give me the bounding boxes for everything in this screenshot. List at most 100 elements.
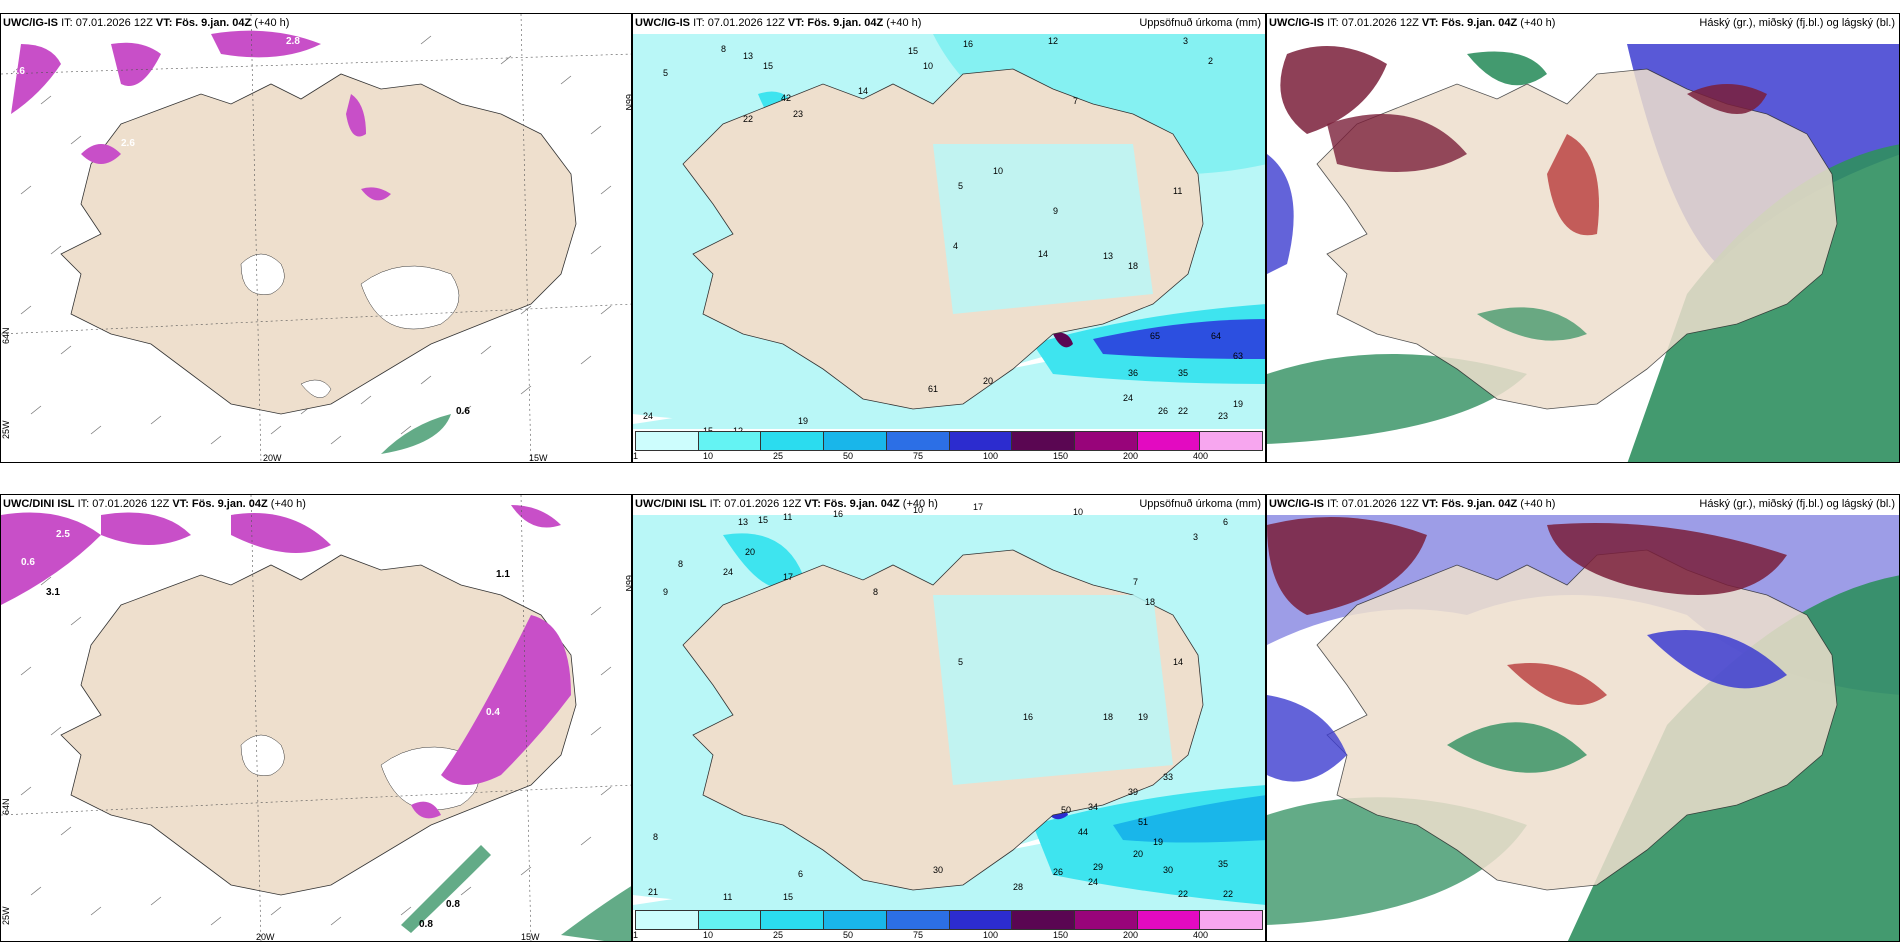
svg-text:23: 23 bbox=[1218, 411, 1228, 421]
lat-label-64n: 64N bbox=[1, 327, 11, 344]
svg-text:14: 14 bbox=[1038, 249, 1048, 259]
svg-text:9: 9 bbox=[663, 587, 668, 597]
svg-text:4: 4 bbox=[953, 241, 958, 251]
colorbar-labels-top: 1 10 25 50 75 100 150 200 400 bbox=[633, 451, 1209, 461]
panel-title: UWC/IG-IS IT: 07.01.2026 12Z VT: Fös. 9.… bbox=[1269, 17, 1556, 29]
svg-text:15: 15 bbox=[783, 892, 793, 902]
svg-text:24: 24 bbox=[1088, 877, 1098, 887]
svg-text:35: 35 bbox=[1178, 368, 1188, 378]
svg-text:3: 3 bbox=[1183, 36, 1188, 46]
svg-text:10: 10 bbox=[923, 61, 933, 71]
svg-text:0.8: 0.8 bbox=[419, 919, 433, 930]
svg-text:30: 30 bbox=[1163, 865, 1173, 875]
svg-text:35: 35 bbox=[1218, 859, 1228, 869]
svg-text:8: 8 bbox=[721, 44, 726, 54]
svg-text:15: 15 bbox=[763, 61, 773, 71]
map-clouds-bottom bbox=[1267, 495, 1899, 941]
svg-text:24: 24 bbox=[1123, 393, 1133, 403]
svg-text:19: 19 bbox=[798, 416, 808, 426]
svg-text:9: 9 bbox=[1053, 206, 1058, 216]
field-title: Uppsöfnuð úrkoma (mm) bbox=[1139, 17, 1261, 29]
lon-label-20w: 20W bbox=[256, 932, 275, 942]
svg-text:13: 13 bbox=[738, 517, 748, 527]
panel-title: UWC/IG-IS IT: 07.01.2026 12Z VT: Fös. 9.… bbox=[3, 17, 290, 29]
svg-text:16: 16 bbox=[963, 39, 973, 49]
iceland-land-top-left bbox=[60, 73, 577, 415]
lat-label-66n: 66N bbox=[624, 575, 632, 592]
lat-label-64n: 64N bbox=[1, 798, 11, 815]
svg-text:2.9: 2.9 bbox=[151, 38, 165, 49]
svg-text:2.6: 2.6 bbox=[121, 138, 135, 149]
svg-text:61: 61 bbox=[928, 384, 938, 394]
iceland-land-bottom-left bbox=[60, 554, 577, 896]
lon-label-15w: 15W bbox=[521, 932, 540, 942]
svg-text:65: 65 bbox=[1150, 331, 1160, 341]
svg-text:30: 30 bbox=[933, 865, 943, 875]
svg-text:0.6: 0.6 bbox=[21, 557, 35, 568]
svg-text:8: 8 bbox=[653, 832, 658, 842]
svg-text:5: 5 bbox=[958, 181, 963, 191]
svg-text:7: 7 bbox=[1073, 96, 1078, 106]
panel-clouds-top: UWC/IG-IS IT: 07.01.2026 12Z VT: Fös. 9.… bbox=[1266, 13, 1900, 463]
svg-text:12: 12 bbox=[1048, 36, 1058, 46]
svg-text:28: 28 bbox=[1013, 882, 1023, 892]
svg-text:3: 3 bbox=[1193, 532, 1198, 542]
svg-text:24: 24 bbox=[723, 567, 733, 577]
panel-clouds-bottom: UWC/IG-IS IT: 07.01.2026 12Z VT: Fös. 9.… bbox=[1266, 494, 1900, 942]
svg-text:17: 17 bbox=[783, 572, 793, 582]
panel-title: UWC/IG-IS IT: 07.01.2026 12Z VT: Fös. 9.… bbox=[1269, 498, 1556, 510]
svg-text:18: 18 bbox=[1103, 712, 1113, 722]
svg-text:1.1: 1.1 bbox=[496, 569, 510, 580]
svg-text:18: 18 bbox=[1128, 261, 1138, 271]
svg-text:14: 14 bbox=[1173, 657, 1183, 667]
svg-text:7: 7 bbox=[1133, 577, 1138, 587]
svg-text:16: 16 bbox=[833, 509, 843, 519]
svg-text:18: 18 bbox=[1145, 597, 1155, 607]
svg-text:3.1: 3.1 bbox=[46, 587, 60, 598]
svg-text:11: 11 bbox=[1173, 186, 1182, 196]
colorbar-bottom bbox=[635, 910, 1263, 930]
svg-text:19: 19 bbox=[1233, 399, 1243, 409]
svg-text:19: 19 bbox=[1153, 837, 1163, 847]
svg-text:15: 15 bbox=[758, 515, 768, 525]
panel-title: UWC/DINI ISL IT: 07.01.2026 12Z VT: Fös.… bbox=[3, 498, 306, 510]
svg-text:11: 11 bbox=[723, 892, 732, 902]
map-precip-bottom: 8 13 15 11 16 10 17 24 17 20 9 10 6 3 7 … bbox=[633, 495, 1265, 941]
svg-text:22: 22 bbox=[1178, 889, 1188, 899]
svg-text:36: 36 bbox=[1128, 368, 1138, 378]
panel-wind-snow-bottom: 20W 15W 25W 64N 66N 2.5 0.7 0.9 0.6 3.1 … bbox=[0, 494, 632, 942]
svg-text:20: 20 bbox=[983, 376, 993, 386]
svg-text:42: 42 bbox=[781, 93, 791, 103]
svg-text:11: 11 bbox=[783, 512, 792, 522]
svg-text:22: 22 bbox=[1178, 406, 1188, 416]
svg-text:39: 39 bbox=[1128, 787, 1138, 797]
svg-text:20: 20 bbox=[1133, 849, 1143, 859]
map-precip-top: 8 13 15 5 42 22 23 14 15 16 12 10 3 2 7 … bbox=[633, 14, 1265, 462]
svg-text:63: 63 bbox=[1233, 351, 1243, 361]
svg-text:13: 13 bbox=[743, 51, 753, 61]
svg-text:0.9: 0.9 bbox=[256, 555, 270, 566]
field-title: Háský (gr.), miðský (fj.bl.) og lágský (… bbox=[1699, 17, 1895, 29]
svg-text:5: 5 bbox=[958, 657, 963, 667]
svg-text:26: 26 bbox=[1158, 406, 1168, 416]
svg-text:14: 14 bbox=[858, 86, 868, 96]
lon-label-25w: 25W bbox=[1, 906, 11, 925]
field-title: Uppsöfnuð úrkoma (mm) bbox=[1139, 498, 1261, 510]
svg-text:8: 8 bbox=[678, 559, 683, 569]
colorbar-labels-bottom: 1 10 25 50 75 100 150 200 400 bbox=[633, 930, 1209, 940]
svg-text:2.8: 2.8 bbox=[286, 36, 300, 47]
svg-text:0.7: 0.7 bbox=[91, 549, 105, 560]
svg-text:6: 6 bbox=[798, 869, 803, 879]
svg-text:2: 2 bbox=[1208, 56, 1213, 66]
svg-text:22: 22 bbox=[1223, 889, 1233, 899]
svg-text:2.5: 2.5 bbox=[56, 529, 70, 540]
svg-text:10: 10 bbox=[1073, 507, 1083, 517]
svg-text:5: 5 bbox=[663, 68, 668, 78]
panel-precip-bottom: 8 13 15 11 16 10 17 24 17 20 9 10 6 3 7 … bbox=[632, 494, 1266, 942]
svg-text:23: 23 bbox=[793, 109, 803, 119]
svg-text:44: 44 bbox=[1078, 827, 1088, 837]
svg-text:34: 34 bbox=[1088, 802, 1098, 812]
svg-text:21: 21 bbox=[648, 887, 658, 897]
lat-label-66n: 66N bbox=[624, 94, 632, 111]
svg-text:0.6: 0.6 bbox=[456, 406, 470, 417]
